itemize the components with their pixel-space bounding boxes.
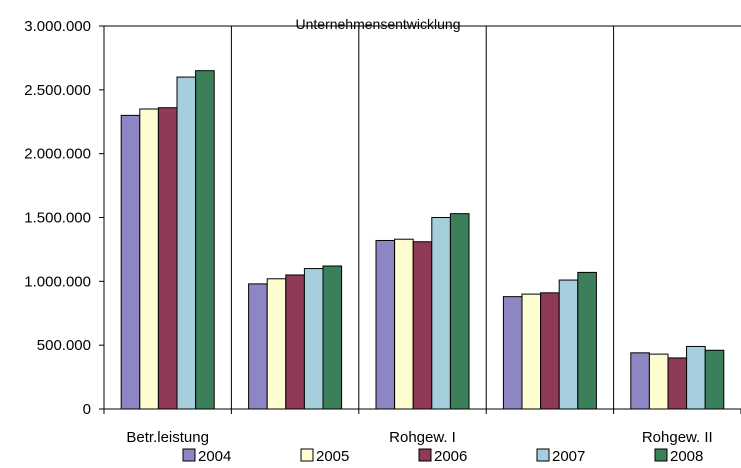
- x-tick-labels: Betr.leistung Rohgew. I Rohgew. II: [126, 429, 712, 446]
- x-tick-label: Betr.leistung: [126, 429, 209, 446]
- bar-2008: [704, 349, 725, 410]
- bar-2005: [266, 278, 287, 410]
- y-tick-label: 2.000.000: [24, 146, 91, 163]
- bar-2006: [157, 107, 178, 410]
- bar-2007: [176, 76, 197, 410]
- legend-swatch-2006: [418, 448, 432, 462]
- bar-2004: [375, 239, 396, 410]
- gridlines: [104, 25, 741, 409]
- bar-2005: [521, 293, 542, 410]
- bars: [120, 70, 725, 410]
- legend-swatch-2004: [182, 448, 196, 462]
- x-tick-label: Rohgew. II: [642, 429, 713, 446]
- legend-swatch-2005: [300, 448, 314, 462]
- y-tick-label: 2.500.000: [24, 82, 91, 99]
- bar-2006: [667, 357, 688, 410]
- legend-label-2006: 2006: [434, 448, 467, 465]
- y-tick-label: 1.500.000: [24, 210, 91, 227]
- legend-label-2008: 2008: [670, 448, 703, 465]
- bar-2007: [303, 268, 324, 410]
- bar-2004: [502, 296, 523, 410]
- y-tick-label: 3.000.000: [24, 18, 91, 35]
- x-tick-label: Rohgew. I: [389, 429, 456, 446]
- legend: 2004 2005 2006 2007 2008: [182, 448, 703, 465]
- legend-swatch-2008: [654, 448, 668, 462]
- legend-label-2005: 2005: [316, 448, 349, 465]
- bar-2008: [577, 271, 597, 410]
- bar-2008: [195, 70, 215, 410]
- bar-2006: [412, 241, 433, 410]
- bar-2007: [558, 279, 579, 410]
- legend-swatch-2007: [536, 448, 550, 462]
- legend-label-2007: 2007: [552, 448, 585, 465]
- bar-2005: [394, 238, 414, 410]
- y-tick-labels: 0 500.000 1.000.000 1.500.000 2.000.000 2.500…: [24, 18, 91, 418]
- bar-2006: [540, 292, 560, 410]
- bar-2005: [648, 353, 669, 410]
- bar-2007: [686, 345, 706, 410]
- bar-2004: [120, 114, 141, 410]
- bar-2004: [630, 352, 650, 410]
- bar-2005: [139, 108, 159, 410]
- y-tick-label: 0: [83, 401, 91, 418]
- y-tick-label: 1.000.000: [24, 273, 91, 290]
- bar-2007: [431, 217, 451, 410]
- bar-2008: [449, 213, 470, 410]
- chart-title: Unternehmensentwicklung: [296, 16, 461, 32]
- axes: [99, 25, 741, 414]
- legend-label-2004: 2004: [198, 448, 231, 465]
- bar-2008: [322, 265, 343, 410]
- bar-2006: [285, 274, 305, 410]
- y-tick-label: 500.000: [37, 337, 91, 354]
- bar-2004: [248, 283, 268, 410]
